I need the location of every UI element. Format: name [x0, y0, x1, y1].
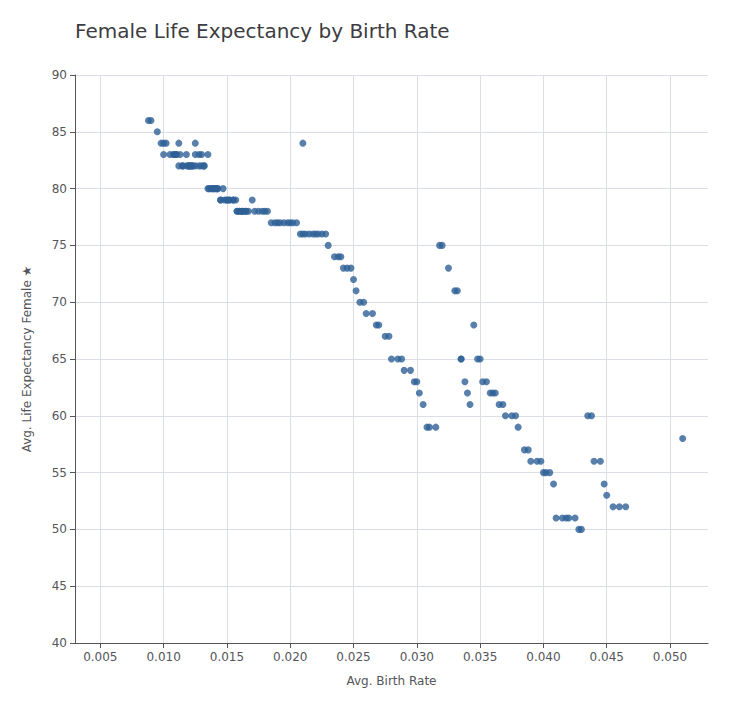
- svg-text:0.015: 0.015: [210, 650, 244, 664]
- svg-text:0.010: 0.010: [146, 650, 180, 664]
- svg-text:0.045: 0.045: [590, 650, 624, 664]
- svg-text:75: 75: [52, 238, 67, 252]
- svg-text:0.005: 0.005: [83, 650, 117, 664]
- svg-text:0.050: 0.050: [653, 650, 687, 664]
- svg-text:60: 60: [52, 409, 67, 423]
- svg-text:65: 65: [52, 352, 67, 366]
- svg-text:70: 70: [52, 295, 67, 309]
- svg-text:Avg. Birth Rate: Avg. Birth Rate: [347, 674, 437, 688]
- svg-text:Avg. Life Expectancy Female ★: Avg. Life Expectancy Female ★: [20, 266, 34, 453]
- svg-text:0.035: 0.035: [463, 650, 497, 664]
- svg-text:Female Life Expectancy by Birt: Female Life Expectancy by Birth Rate: [75, 19, 450, 43]
- svg-text:0.020: 0.020: [273, 650, 307, 664]
- svg-text:85: 85: [52, 125, 67, 139]
- svg-text:40: 40: [52, 636, 67, 650]
- svg-text:50: 50: [52, 522, 67, 536]
- svg-text:0.025: 0.025: [336, 650, 370, 664]
- svg-text:55: 55: [52, 466, 67, 480]
- svg-text:45: 45: [52, 579, 67, 593]
- svg-text:90: 90: [52, 68, 67, 82]
- svg-text:0.040: 0.040: [526, 650, 560, 664]
- svg-text:80: 80: [52, 182, 67, 196]
- svg-text:0.030: 0.030: [400, 650, 434, 664]
